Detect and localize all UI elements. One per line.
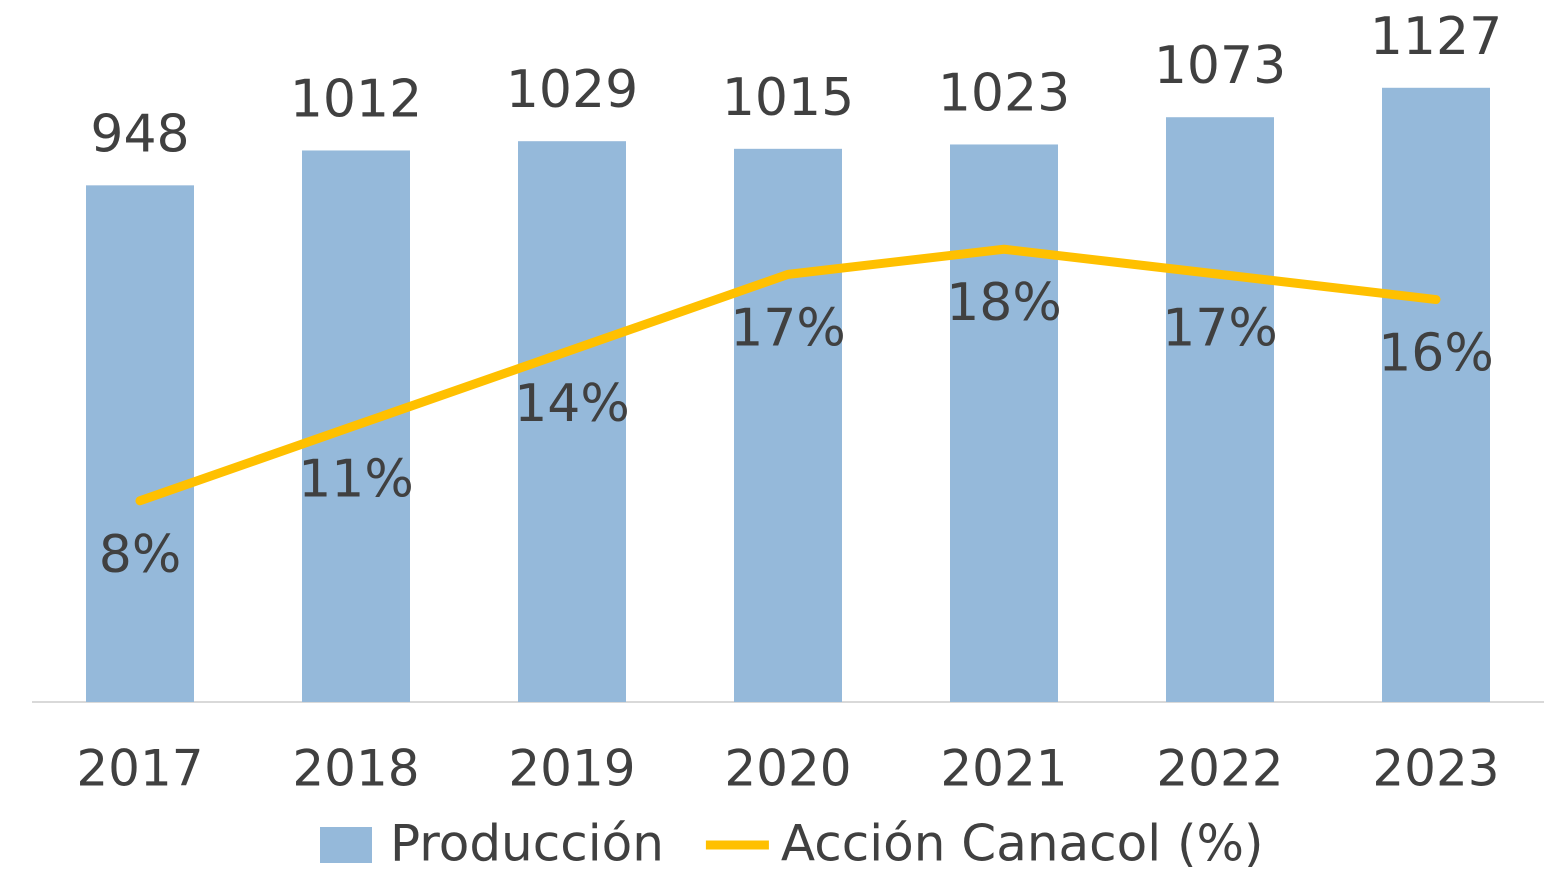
data-label: 14% (514, 374, 630, 434)
data-label: 11% (298, 449, 414, 509)
data-label: 16% (1378, 324, 1494, 384)
data-label: 1015 (722, 68, 854, 128)
data-label: 1029 (506, 60, 638, 120)
x-tick-label: 2019 (508, 740, 635, 798)
data-label: 8% (99, 525, 182, 585)
data-label: 1023 (938, 63, 1070, 123)
legend-swatch (320, 827, 372, 863)
data-label: 18% (946, 273, 1062, 333)
x-tick-label: 2021 (940, 740, 1067, 798)
data-label: 1127 (1370, 7, 1502, 67)
bar (1382, 87, 1490, 702)
data-label: 1012 (290, 69, 422, 129)
bar (950, 144, 1058, 703)
x-tick-label: 2023 (1372, 740, 1499, 798)
line (135, 244, 1441, 506)
legend-label: Acción Canacol (%) (781, 815, 1264, 873)
data-label: 1073 (1154, 36, 1286, 96)
bar (86, 185, 194, 703)
bar (518, 141, 626, 702)
data-label: 948 (90, 104, 189, 164)
x-tick-label: 2022 (1156, 740, 1283, 798)
bar (1166, 117, 1274, 703)
data-label: 17% (730, 298, 846, 358)
legend-label: Producción (390, 815, 664, 873)
x-tick-label: 2018 (292, 740, 419, 798)
data-label: 17% (1162, 298, 1278, 358)
bar (734, 148, 842, 702)
x-tick-label: 2017 (76, 740, 203, 798)
x-tick-label: 2020 (724, 740, 851, 798)
